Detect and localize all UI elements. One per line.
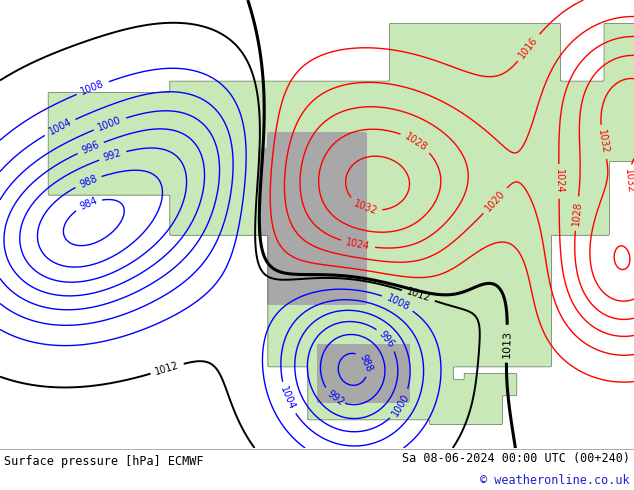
Text: 1008: 1008 [79,79,106,97]
Text: 1028: 1028 [571,201,583,226]
Text: 1032: 1032 [596,129,610,155]
Text: 988: 988 [358,352,374,373]
Text: 1032: 1032 [352,198,378,217]
Text: 1012: 1012 [405,287,432,304]
Text: 1008: 1008 [385,293,411,312]
Text: 992: 992 [102,148,123,163]
Text: 1024: 1024 [345,237,371,252]
Text: Surface pressure [hPa] ECMWF: Surface pressure [hPa] ECMWF [4,455,204,468]
Text: 984: 984 [78,196,99,212]
Text: 1028: 1028 [403,131,429,153]
Text: 1000: 1000 [96,115,123,133]
Text: 988: 988 [78,173,99,190]
Text: 1000: 1000 [390,392,411,417]
Text: 1020: 1020 [483,188,507,213]
Text: 996: 996 [80,140,101,156]
Text: 1032: 1032 [623,169,634,194]
Text: 1016: 1016 [517,35,540,60]
Text: 996: 996 [377,329,397,349]
Text: 1004: 1004 [47,117,73,137]
Text: 992: 992 [325,389,346,408]
Text: Sa 08-06-2024 00:00 UTC (00+240): Sa 08-06-2024 00:00 UTC (00+240) [402,452,630,465]
Text: 1004: 1004 [278,385,297,412]
Text: 1013: 1013 [501,330,512,358]
Text: © weatheronline.co.uk: © weatheronline.co.uk [481,474,630,487]
Text: 1012: 1012 [154,360,180,377]
Text: 1024: 1024 [554,169,564,194]
